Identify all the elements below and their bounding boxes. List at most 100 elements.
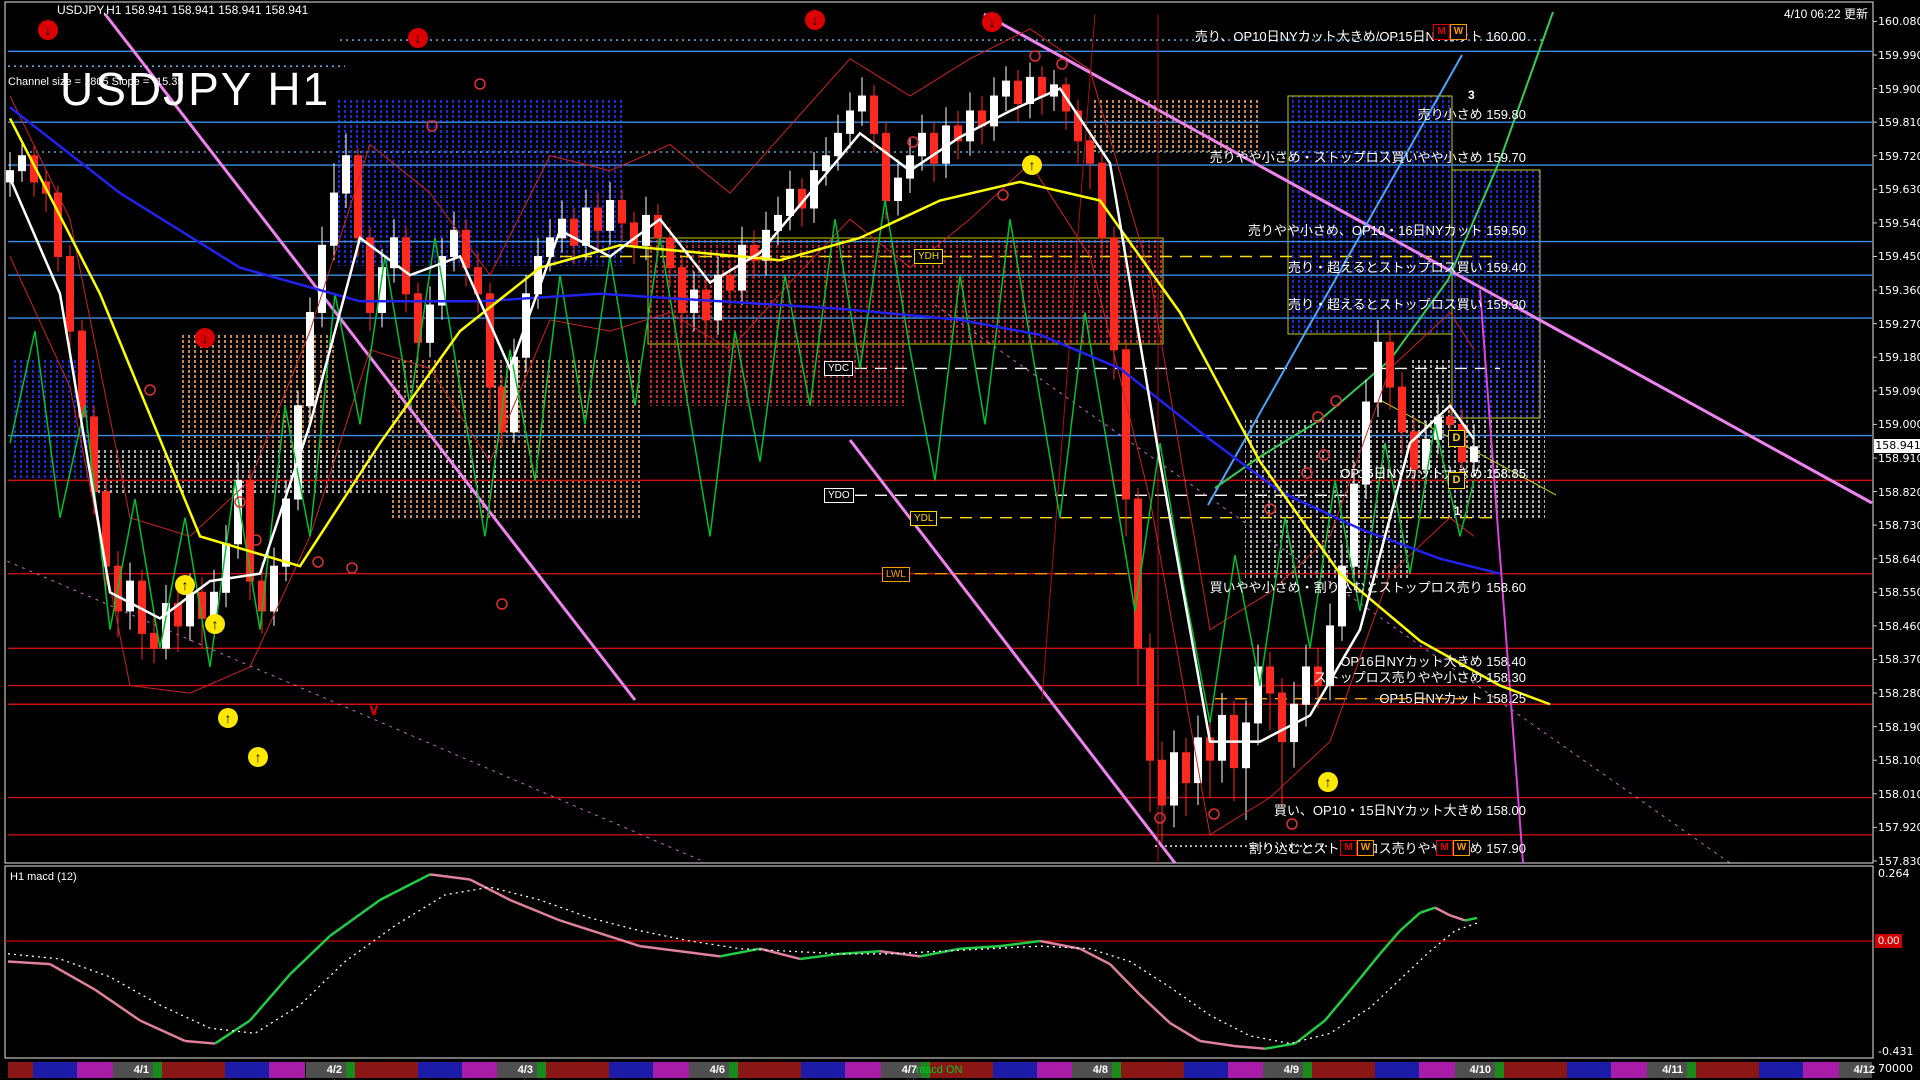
session-bar-segment (738, 1062, 801, 1078)
signal-circle-marker (234, 496, 246, 508)
price-tick-label: 158.100 (1878, 754, 1920, 768)
trendline[interactable] (934, 304, 1731, 863)
volume-scale-label: 70000 (1878, 1062, 1913, 1075)
ma-yellow-line (8, 117, 1551, 706)
macd-main-line (249, 973, 291, 1022)
candle-body (414, 293, 422, 343)
session-bar-segment (1303, 1062, 1312, 1078)
session-bar-segment (921, 1062, 930, 1078)
price-tick-label: 159.630 (1878, 183, 1920, 197)
last-update-time: 4/10 06:22 更新 (1783, 7, 1868, 21)
signal-circle-marker (1154, 812, 1166, 824)
macd-main-line (639, 944, 681, 953)
candle-body (1266, 666, 1274, 694)
candle-body (630, 222, 638, 246)
order-annotation: ストップロス売りやや小さめ 158.30 (1313, 670, 1526, 685)
price-tick-label: 159.090 (1878, 384, 1920, 398)
candle-body (390, 237, 398, 269)
price-tick-label: 158.550 (1878, 586, 1920, 600)
price-tick-label: 158.010 (1878, 787, 1920, 801)
candle-body (1074, 110, 1082, 142)
main-chart-area[interactable] (0, 11, 1873, 863)
date-label: 4/8 (1092, 1064, 1108, 1076)
price-tick-label: 159.180 (1878, 351, 1920, 365)
candle-body (378, 267, 386, 313)
indicator-cloud-blue (1452, 170, 1540, 418)
session-bar-segment (269, 1062, 305, 1078)
signal-circle-marker (1301, 467, 1313, 479)
candle-body (882, 132, 890, 202)
candle-body (354, 155, 362, 239)
session-bar-segment (1121, 1062, 1184, 1078)
trendline[interactable] (0, 558, 701, 861)
macd-main-line (94, 988, 141, 1022)
macd-main-line (1079, 947, 1111, 966)
trendline[interactable] (1479, 289, 1524, 863)
candle-body (402, 237, 410, 295)
order-annotation: 売り・超えるとストップロス買い 159.30 (1288, 297, 1526, 312)
trendline[interactable] (848, 439, 1177, 863)
candle-body (342, 155, 350, 194)
level-label-lwl: LWL (882, 566, 910, 582)
price-tick-label: 159.810 (1878, 116, 1920, 130)
level-label-ydl: YDL (910, 510, 938, 526)
candle-body (366, 237, 374, 313)
macd-main-line (1434, 906, 1451, 917)
candle-body (1218, 714, 1226, 761)
signal-circle-marker (496, 598, 508, 610)
order-annotation: 売り小さめ 159.80 (1417, 107, 1526, 122)
signal-circle-marker (1208, 808, 1220, 820)
session-bar-segment (306, 1062, 346, 1078)
candle-body (1242, 722, 1250, 769)
macd-panel[interactable] (5, 873, 1872, 1050)
candle-body (66, 255, 74, 332)
date-label: 4/9 (1283, 1064, 1299, 1076)
macd-main-line (7, 960, 51, 966)
trendline[interactable] (1379, 399, 1557, 496)
signal-circle-marker (907, 136, 919, 148)
session-bar-segment (1419, 1062, 1455, 1078)
candle-body (822, 155, 830, 172)
candle-body (6, 170, 14, 183)
session-bar-segment (1375, 1062, 1419, 1078)
session-bar-segment (497, 1062, 537, 1078)
session-bar-segment (1687, 1062, 1696, 1078)
trendline[interactable] (983, 12, 1873, 505)
session-bar-segment (1112, 1062, 1121, 1078)
macd-main-line (289, 934, 331, 976)
signal-circle-marker (997, 189, 1009, 201)
candle-body (834, 132, 842, 157)
session-bar-segment (1839, 1062, 1872, 1078)
signal-circle-marker (426, 120, 438, 132)
indicator-cloud-red (648, 344, 906, 406)
session-bar-segment (355, 1062, 418, 1078)
candle-body (1374, 341, 1382, 403)
macd-main-line (184, 1039, 216, 1045)
macd-main-line (1419, 906, 1436, 914)
price-tick-label: 158.190 (1878, 720, 1920, 734)
price-tick-label: 158.460 (1878, 619, 1920, 633)
candle-body (18, 155, 26, 172)
candle-body (1410, 431, 1418, 470)
sell-arrow-icon: ↓ (408, 28, 428, 48)
candle-body (702, 289, 710, 321)
date-label: 4/1 (133, 1064, 149, 1076)
candle-body (918, 132, 926, 157)
sell-arrow-icon: ↓ (195, 328, 215, 348)
level-label-ydc: YDC (824, 361, 854, 377)
macd-main-line (1109, 963, 1141, 996)
down-chevron-icon: ∨ (368, 702, 380, 719)
candle-body (1338, 565, 1346, 627)
macd-main-line (919, 947, 961, 958)
candle-body (870, 95, 878, 134)
signal-circle-marker (1286, 818, 1298, 830)
candle-body (738, 244, 746, 291)
trendline[interactable] (1207, 54, 1463, 506)
session-bar-segment (1037, 1062, 1073, 1078)
macd-main-line (1139, 993, 1171, 1024)
trendline[interactable] (1041, 13, 1096, 701)
candle-body (1110, 237, 1118, 351)
candle-body (1314, 666, 1322, 687)
candle-body (594, 207, 602, 231)
